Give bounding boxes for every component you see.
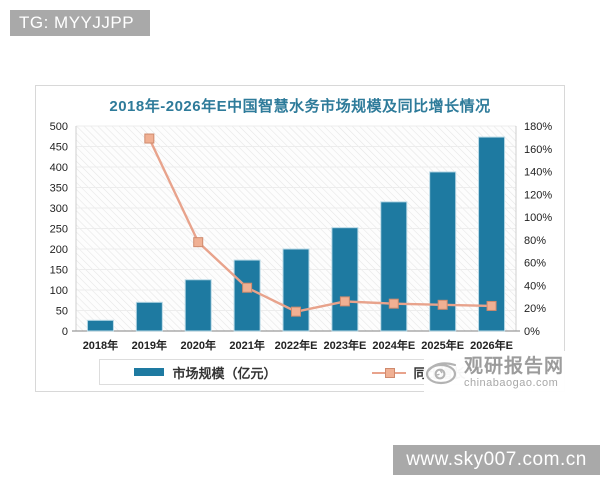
left-axis-tick-label: 200 bbox=[50, 244, 68, 256]
legend-item-market-scale: 市场规模（亿元） bbox=[134, 363, 277, 382]
chart-title: 2018年-2026年E中国智慧水务市场规模及同比增长情况 bbox=[109, 98, 491, 115]
right-axis-tick-label: 140% bbox=[524, 167, 552, 179]
left-axis-tick-label: 100 bbox=[50, 285, 68, 297]
bar-2026年E bbox=[478, 136, 506, 332]
x-axis-label-2025年E: 2025年E bbox=[421, 338, 464, 352]
x-axis-label-2021年: 2021年 bbox=[229, 338, 264, 352]
growth-marker-2020年 bbox=[193, 237, 204, 248]
line-series-swatch-icon bbox=[371, 367, 406, 378]
bar-series-swatch-icon bbox=[134, 368, 165, 376]
watermark-domain: chinabaogao.com bbox=[464, 377, 559, 389]
left-axis-tick-label: 150 bbox=[50, 265, 68, 277]
right-axis-tick-label: 180% bbox=[524, 121, 552, 133]
x-axis-label-2022年E: 2022年E bbox=[275, 338, 318, 352]
right-axis-tick-label: 160% bbox=[524, 144, 552, 156]
left-axis-tick-label: 450 bbox=[50, 142, 68, 154]
x-axis-label-2019年: 2019年 bbox=[132, 338, 167, 352]
right-axis-tick-label: 0% bbox=[524, 326, 540, 338]
website-url-text: www.sky007.com.cn bbox=[406, 449, 587, 470]
growth-marker-2026年E bbox=[486, 300, 497, 311]
bar-2019年 bbox=[135, 301, 163, 332]
growth-marker-2023年E bbox=[339, 296, 350, 307]
growth-marker-2019年 bbox=[144, 133, 155, 144]
right-axis-tick-label: 100% bbox=[524, 212, 552, 224]
bar-2021年 bbox=[233, 259, 261, 332]
left-axis-tick-label: 50 bbox=[56, 306, 68, 318]
x-axis-label-2018年: 2018年 bbox=[83, 338, 118, 352]
left-axis-tick-label: 250 bbox=[50, 224, 68, 236]
growth-marker-2024年E bbox=[388, 298, 399, 309]
x-axis-label-2023年E: 2023年E bbox=[323, 338, 366, 352]
growth-marker-2022年E bbox=[291, 306, 301, 317]
bar-2022年E bbox=[282, 248, 310, 332]
telegram-contact-text: TG: MYYJJPP bbox=[19, 13, 135, 32]
telegram-contact-badge: TG: MYYJJPP bbox=[10, 10, 150, 36]
right-axis-tick-label: 80% bbox=[524, 235, 546, 247]
bar-2023年E bbox=[331, 227, 359, 332]
growth-marker-2025年E bbox=[437, 299, 448, 310]
legend-label-market-scale: 市场规模（亿元） bbox=[172, 365, 277, 381]
left-axis-tick-label: 0 bbox=[62, 326, 68, 338]
x-axis-label-2024年E: 2024年E bbox=[372, 338, 415, 352]
right-axis-tick-label: 60% bbox=[524, 258, 546, 270]
left-axis-tick-label: 500 bbox=[50, 121, 68, 133]
growth-line bbox=[148, 137, 493, 313]
right-axis-tick-label: 40% bbox=[524, 280, 546, 292]
website-url-badge: www.sky007.com.cn bbox=[393, 445, 600, 475]
bar-2024年E bbox=[380, 201, 408, 332]
left-axis-tick-label: 350 bbox=[50, 183, 68, 195]
x-axis-label-2026年E: 2026年E bbox=[470, 338, 513, 352]
x-axis-label-2020年: 2020年 bbox=[180, 338, 215, 352]
left-axis-tick-label: 300 bbox=[50, 203, 68, 215]
right-axis-tick-label: 120% bbox=[524, 189, 552, 201]
left-axis-tick-label: 400 bbox=[50, 162, 68, 174]
eye-logo-icon bbox=[425, 362, 457, 385]
watermark-site-name: 观研报告网 bbox=[464, 356, 565, 377]
watermark-text: 观研报告网 chinabaogao.com bbox=[464, 357, 564, 389]
bar-2020年 bbox=[184, 279, 212, 332]
growth-marker-2021年 bbox=[242, 282, 253, 293]
market-chart: 0 50 100 150 200 250 300 350 400 450 500 0% 20% 40% 60… bbox=[50, 121, 553, 352]
watermark: 观研报告网 chinabaogao.com bbox=[424, 351, 573, 395]
bar-2018年 bbox=[86, 319, 114, 332]
chart-card: 2018年-2026年E中国智慧水务市场规模及同比增长情况 0 50 100 150 2… bbox=[35, 85, 565, 392]
right-axis-tick-label: 20% bbox=[524, 303, 546, 315]
line-swatch-marker bbox=[384, 367, 395, 378]
